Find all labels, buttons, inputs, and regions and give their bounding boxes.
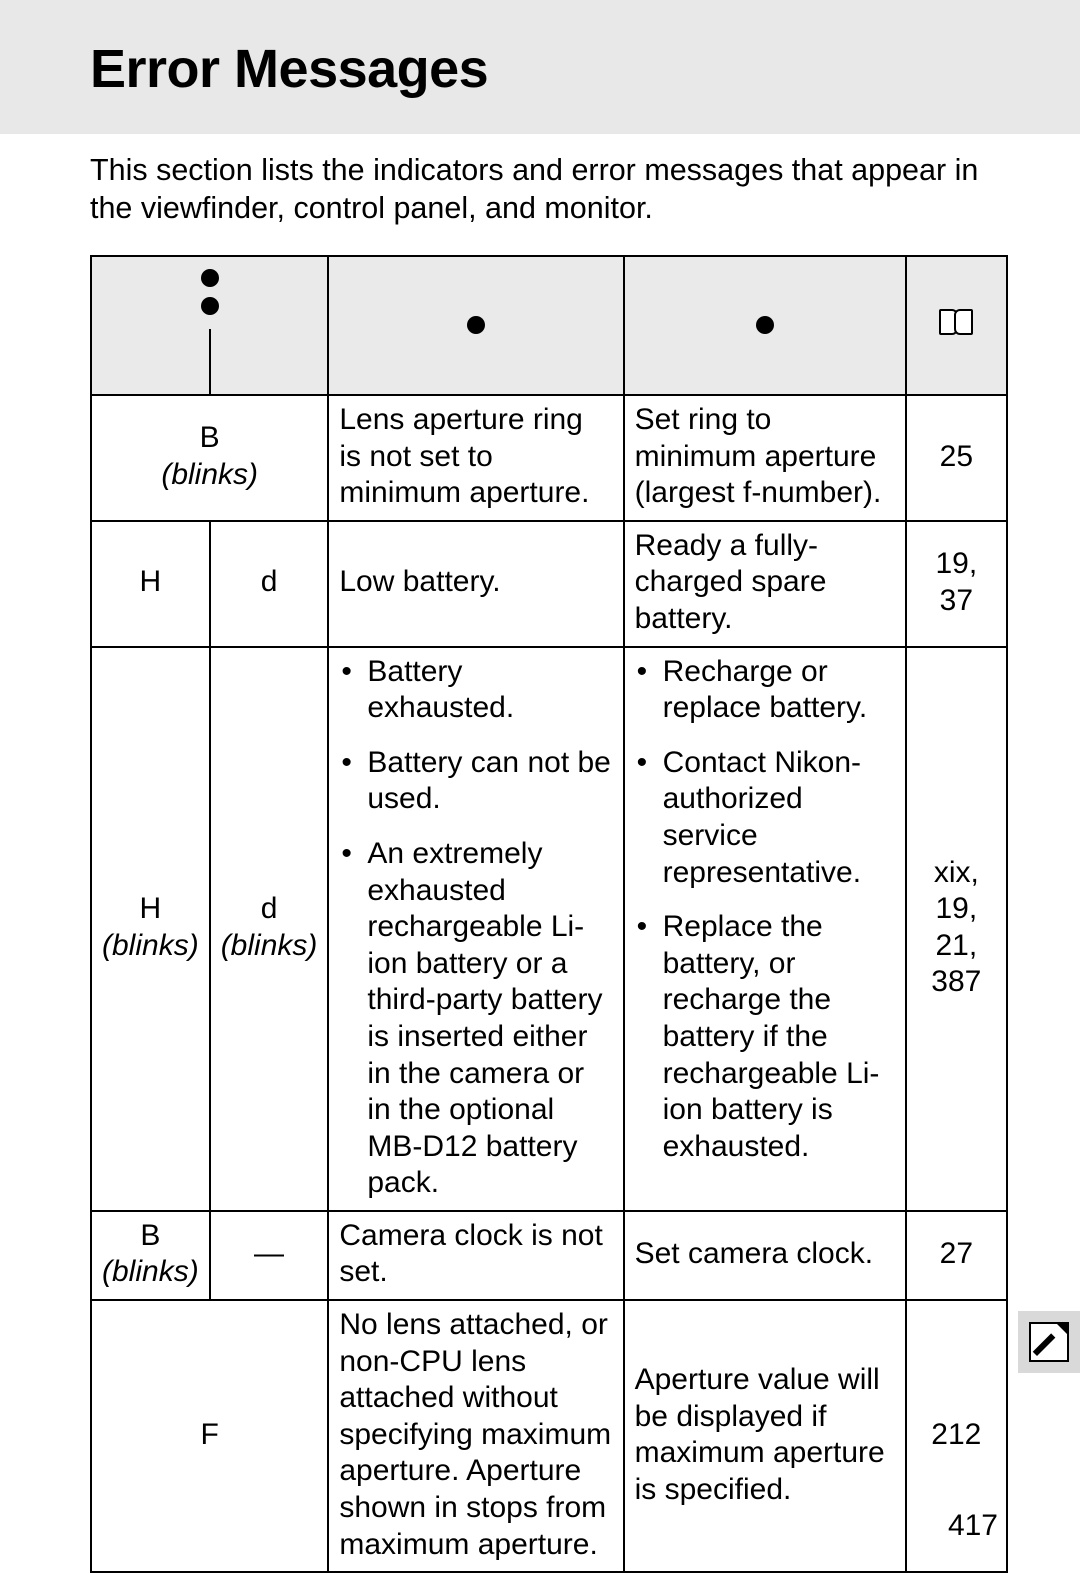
problem-cell: Camera clock is not set. [328, 1211, 623, 1300]
table-row: B (blinks) — Camera clock is not set. Se… [91, 1211, 1007, 1300]
table-row: H (blinks) d (blinks) Battery exhausted.… [91, 647, 1007, 1211]
reference-header [906, 256, 1007, 395]
indicator-subheader-a [91, 329, 210, 395]
solution-cell: Set camera clock. [624, 1211, 906, 1300]
page-title: Error Messages [90, 38, 1008, 100]
indicator-cell: B (blinks) [91, 395, 328, 521]
solution-cell: Set ring to minimum aperture (largest f-… [624, 395, 906, 521]
solution-list: Recharge or replace battery. Contact Nik… [635, 654, 895, 1166]
solution-icon [756, 316, 774, 334]
book-icon [939, 307, 973, 333]
header-band: Error Messages [0, 0, 1080, 134]
page-number: 417 [948, 1509, 998, 1543]
problem-cell: No lens attached, or non-CPU lens attach… [328, 1300, 623, 1572]
solution-cell: Ready a fully-charged spare battery. [624, 521, 906, 647]
solution-cell: Aperture value will be displayed if maxi… [624, 1300, 906, 1572]
indicator-code: B [102, 420, 317, 457]
reference-cell: 19, 37 [906, 521, 1007, 647]
control-panel-icon [102, 263, 317, 321]
error-messages-table: B (blinks) Lens aperture ring is not set… [90, 255, 1008, 1573]
problem-cell: Battery exhausted. Battery can not be us… [328, 647, 623, 1211]
manual-page: Error Messages This section lists the in… [0, 0, 1080, 1573]
table-row: F No lens attached, or non-CPU lens atta… [91, 1300, 1007, 1572]
table-row: H d Low battery. Ready a fully-charged s… [91, 521, 1007, 647]
table-header-row-1 [91, 256, 1007, 329]
section-tab [1018, 1311, 1080, 1373]
notes-tab-icon [1029, 1322, 1069, 1362]
problem-icon [467, 316, 485, 334]
indicator-b-cell: d [210, 521, 329, 647]
indicator-code: B [102, 1218, 199, 1255]
indicator-cell: F [91, 1300, 328, 1572]
reference-cell: 25 [906, 395, 1007, 521]
indicator-b-cell: d (blinks) [210, 647, 329, 1211]
indicator-code: F [102, 1417, 317, 1454]
solution-header [624, 256, 906, 395]
problem-cell: Lens aperture ring is not set to minimum… [328, 395, 623, 521]
indicator-header-top [91, 256, 328, 329]
indicator-note: (blinks) [221, 928, 318, 965]
list-item: Contact Nikon-authorized service represe… [659, 745, 895, 891]
indicator-code: d [221, 891, 318, 928]
problem-header [328, 256, 623, 395]
error-table-wrap: B (blinks) Lens aperture ring is not set… [0, 255, 1080, 1573]
list-item: Battery can not be used. [363, 745, 612, 818]
reference-cell: 27 [906, 1211, 1007, 1300]
indicator-note: (blinks) [102, 928, 199, 965]
list-item: Recharge or replace battery. [659, 654, 895, 727]
list-item: Battery exhausted. [363, 654, 612, 727]
indicator-a-cell: B (blinks) [91, 1211, 210, 1300]
indicator-b-cell: — [210, 1211, 329, 1300]
list-item: An extremely exhausted rechargeable Li-i… [363, 836, 612, 1202]
list-item: Replace the battery, or recharge the bat… [659, 909, 895, 1165]
indicator-code: H [102, 891, 199, 928]
reference-cell: xix, 19, 21, 387 [906, 647, 1007, 1211]
solution-cell: Recharge or replace battery. Contact Nik… [624, 647, 906, 1211]
problem-list: Battery exhausted. Battery can not be us… [339, 654, 612, 1202]
problem-cell: Low battery. [328, 521, 623, 647]
indicator-a-cell: H [91, 521, 210, 647]
table-row: B (blinks) Lens aperture ring is not set… [91, 395, 1007, 521]
indicator-a-cell: H (blinks) [91, 647, 210, 1211]
indicator-subheader-b [210, 329, 329, 395]
indicator-note: (blinks) [102, 457, 317, 494]
indicator-note: (blinks) [102, 1254, 199, 1291]
intro-paragraph: This section lists the indicators and er… [0, 134, 1080, 255]
